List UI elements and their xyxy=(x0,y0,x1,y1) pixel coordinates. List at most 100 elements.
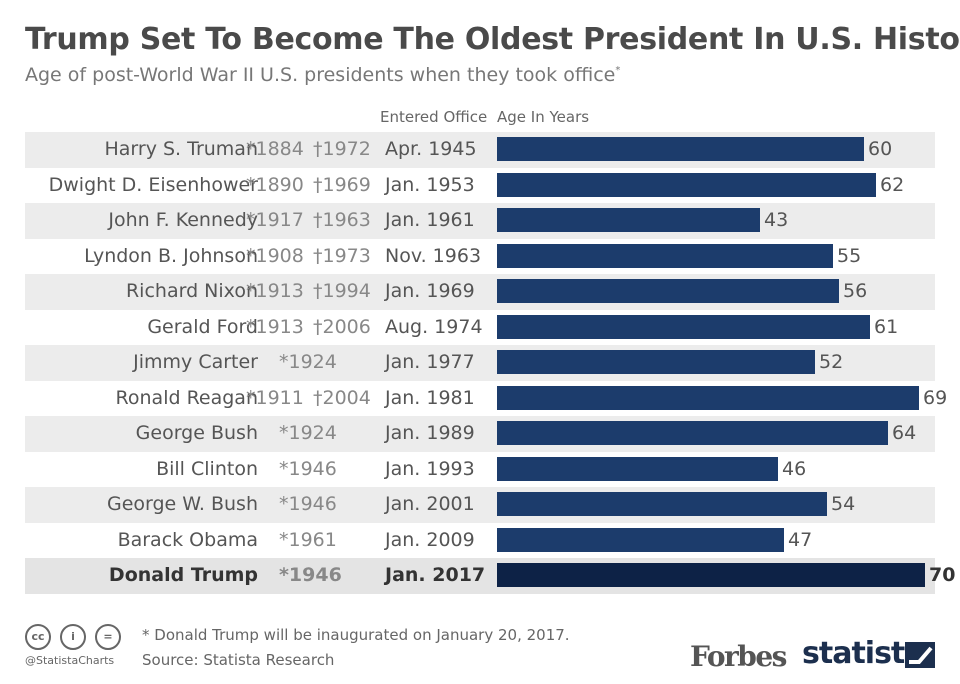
footnote: * Donald Trump will be inaugurated on Ja… xyxy=(142,626,570,644)
death-year: †1963 xyxy=(313,209,371,231)
age-value-label: 69 xyxy=(923,386,948,409)
age-bar xyxy=(497,279,839,303)
age-header: Age In Years xyxy=(497,108,590,126)
birth-year: *1911 xyxy=(246,386,304,409)
age-bar xyxy=(497,208,760,232)
age-value-label: 54 xyxy=(831,493,856,515)
entered-office-date: Aug. 1974 xyxy=(385,315,483,338)
entered-office-date: Jan. 1961 xyxy=(385,209,475,231)
president-name: Bill Clinton xyxy=(156,457,258,480)
birth-year: *1890 xyxy=(246,173,304,196)
age-value-label: 70 xyxy=(929,564,956,586)
table-row: Barack Obama *1961 Jan. 2009 47 xyxy=(25,523,935,559)
death-year: †1969 xyxy=(313,173,371,196)
age-value-label: 62 xyxy=(880,173,905,196)
age-value-label: 60 xyxy=(868,138,893,160)
age-bar xyxy=(497,350,815,374)
birth-year: *1946 xyxy=(279,493,337,515)
table-row: Dwight D. Eisenhower *1890 †1969 Jan. 1953 6… xyxy=(25,168,935,204)
creative-commons-icon: cc xyxy=(25,624,51,650)
table-row: George Bush *1924 Jan. 1989 64 xyxy=(25,416,935,452)
president-name: Jimmy Carter xyxy=(133,351,258,373)
president-name: Harry S. Truman xyxy=(104,138,258,160)
statista-handle: @StatistaCharts xyxy=(25,654,115,667)
president-name: Richard Nixon xyxy=(125,280,258,302)
age-bar xyxy=(497,314,870,339)
subtitle-text: Age of post-World War II U.S. presidents… xyxy=(25,64,616,86)
birth-year: *1884 xyxy=(246,138,304,160)
age-value-label: 47 xyxy=(788,528,813,551)
age-bar xyxy=(497,137,864,161)
entered-office-date: Jan. 2001 xyxy=(385,493,475,515)
table-row: Bill Clinton *1946 Jan. 1993 46 xyxy=(25,452,935,488)
entered-office-date: Jan. 1989 xyxy=(385,422,475,444)
age-value-label: 55 xyxy=(837,244,862,267)
death-year: †1972 xyxy=(313,138,371,160)
president-name: John F. Kennedy xyxy=(108,209,258,231)
death-year: †2004 xyxy=(313,386,371,409)
table-row: Lyndon B. Johnson *1908 †1973 Nov. 1963 55 xyxy=(25,239,935,275)
age-bar xyxy=(497,243,833,268)
table-row: Jimmy Carter *1924 Jan. 1977 52 xyxy=(25,345,935,381)
entered-office-date: Jan. 1969 xyxy=(385,280,475,302)
entered-office-date: Nov. 1963 xyxy=(385,244,482,267)
president-name: George Bush xyxy=(135,422,258,444)
statista-logo-icon xyxy=(905,642,935,668)
source-note: Source: Statista Research xyxy=(142,651,335,669)
entered-office-date: Jan. 1977 xyxy=(385,351,475,373)
age-bar xyxy=(497,421,888,445)
president-name: Ronald Reagan xyxy=(115,386,258,409)
birth-year: *1908 xyxy=(246,244,304,267)
birth-year: *1924 xyxy=(279,351,337,373)
table-row: Harry S. Truman *1884 †1972 Apr. 1945 60 xyxy=(25,132,935,168)
age-bar xyxy=(497,563,925,587)
table-row: Richard Nixon *1913 †1994 Jan. 1969 56 xyxy=(25,274,935,310)
age-value-label: 46 xyxy=(782,457,807,480)
subtitle-footnote-mark: * xyxy=(615,65,621,76)
chart-subtitle: Age of post-World War II U.S. presidents… xyxy=(25,64,620,86)
age-value-label: 52 xyxy=(819,351,844,373)
president-name: Donald Trump xyxy=(108,564,258,586)
forbes-logo: Forbes xyxy=(690,640,787,673)
age-value-label: 64 xyxy=(892,422,917,444)
entered-office-date: Jan. 1993 xyxy=(385,457,475,480)
president-table: Harry S. Truman *1884 †1972 Apr. 1945 60 Dwig… xyxy=(25,132,955,594)
president-name: George W. Bush xyxy=(106,493,258,515)
entered-office-date: Jan. 2009 xyxy=(385,528,475,551)
birth-year: *1913 xyxy=(246,280,304,302)
death-year: †1994 xyxy=(313,280,371,302)
table-row: John F. Kennedy *1917 †1963 Jan. 1961 43 xyxy=(25,203,935,239)
table-row: Gerald Ford *1913 †2006 Aug. 1974 61 xyxy=(25,310,935,346)
license-icons: cc i = xyxy=(25,624,130,650)
entered-office-date: Jan. 2017 xyxy=(385,564,486,586)
president-name: Lyndon B. Johnson xyxy=(84,244,258,267)
chart-title: Trump Set To Become The Oldest President… xyxy=(25,22,960,57)
statista-logo: statista xyxy=(802,636,925,671)
table-row: George W. Bush *1946 Jan. 2001 54 xyxy=(25,487,935,523)
table-row: Ronald Reagan *1911 †2004 Jan. 1981 69 xyxy=(25,381,947,417)
death-year: †2006 xyxy=(313,315,371,338)
age-bar xyxy=(497,385,919,410)
table-row: Donald Trump *1946 Jan. 2017 70 xyxy=(25,558,955,594)
no-derivatives-icon: = xyxy=(95,624,121,650)
president-name: Barack Obama xyxy=(117,528,258,551)
age-value-label: 56 xyxy=(843,280,868,302)
birth-year: *1946 xyxy=(279,457,337,480)
birth-year: *1924 xyxy=(279,422,337,444)
age-bar xyxy=(497,492,827,516)
death-year: †1973 xyxy=(313,244,371,267)
birth-year: *1917 xyxy=(246,209,304,231)
age-value-label: 43 xyxy=(764,209,789,231)
birth-year: *1946 xyxy=(279,564,342,586)
age-bar xyxy=(497,172,876,197)
entered-office-date: Jan. 1981 xyxy=(385,386,475,409)
birth-year: *1961 xyxy=(279,528,337,551)
entered-office-date: Jan. 1953 xyxy=(385,173,475,196)
president-name: Dwight D. Eisenhower xyxy=(48,173,258,196)
age-bar xyxy=(497,527,784,552)
age-value-label: 61 xyxy=(874,315,899,338)
entered-office-header: Entered Office xyxy=(380,108,488,126)
birth-year: *1913 xyxy=(246,315,304,338)
president-name: Gerald Ford xyxy=(147,315,258,338)
age-bar xyxy=(497,456,778,481)
